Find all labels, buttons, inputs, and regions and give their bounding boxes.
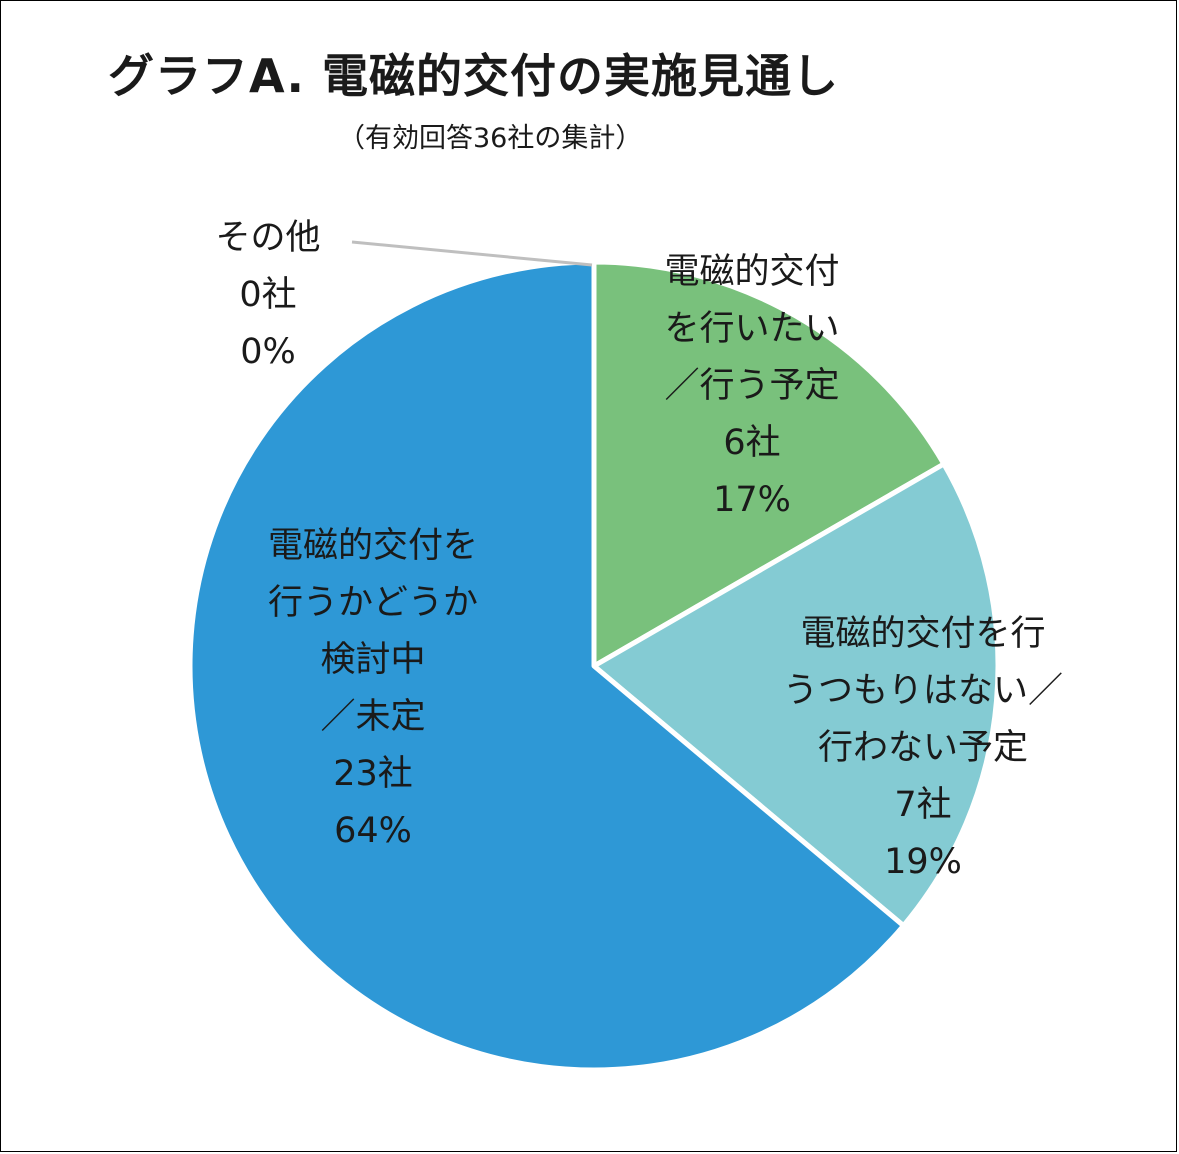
slice-label-line: ／行う予定	[664, 366, 839, 406]
slice-label-line: うつもりはない／	[783, 671, 1063, 711]
slice-label-line: 電磁的交付	[664, 252, 839, 292]
slice-count-label: 7社	[894, 785, 951, 825]
slice-count-label: 0社	[239, 275, 296, 315]
pie-slice-2	[187, 259, 906, 1073]
slice-label-line: 検討中	[320, 640, 425, 680]
slice-label-line: 行うかどうか	[268, 583, 478, 623]
slice-percent-label: 17%	[713, 480, 791, 520]
slice-label-line: 電磁的交付を	[268, 526, 478, 566]
chart-title: グラフA. 電磁的交付の実施見通し	[108, 49, 839, 103]
slice-label-line: 行わない予定	[818, 728, 1028, 768]
slice-percent-label: 0%	[240, 332, 296, 372]
slice-label-line: ／未定	[320, 697, 425, 737]
slice-label-line: その他	[215, 218, 320, 258]
pie-slice-0	[591, 259, 947, 669]
pie-slice-1	[591, 461, 1001, 929]
other-leader-line	[351, 240, 593, 267]
slice-label-line: 電磁的交付を行	[800, 614, 1045, 654]
slice-count-label: 6社	[723, 423, 780, 463]
slice-count-label: 23社	[333, 754, 413, 794]
slice-percent-label: 64%	[334, 811, 412, 851]
slice-percent-label: 19%	[884, 842, 962, 882]
slice-label-line: を行いたい	[664, 309, 839, 349]
chart-subtitle: （有効回答36社の集計）	[338, 123, 643, 154]
